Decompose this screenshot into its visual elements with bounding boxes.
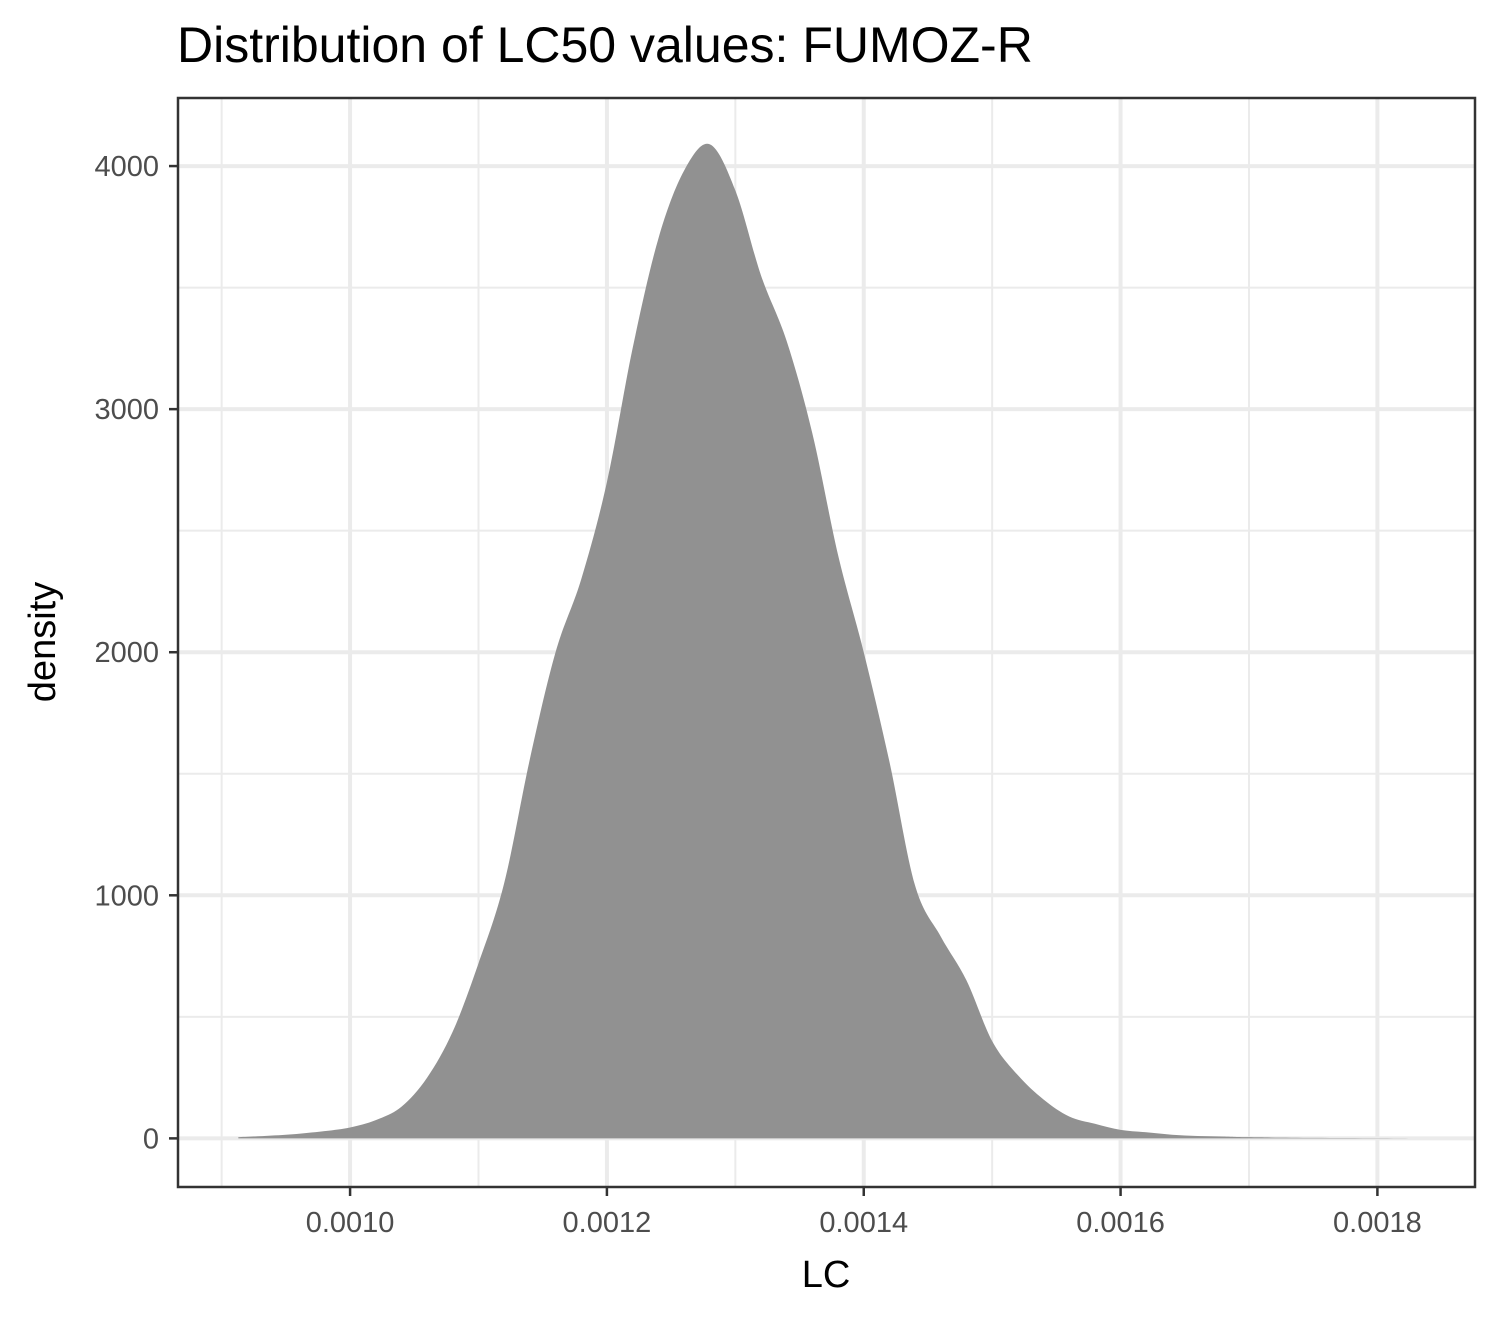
x-axis: 0.0010 0.0012 0.0014 0.0016 0.0018 xyxy=(306,1187,1422,1239)
x-tick-label: 0.0014 xyxy=(819,1207,908,1239)
density-layer xyxy=(238,143,1423,1139)
x-tick-label: 0.0010 xyxy=(306,1207,395,1239)
density-area xyxy=(238,143,1423,1139)
y-axis-title: density xyxy=(22,582,64,702)
x-tick-label: 0.0012 xyxy=(563,1207,652,1239)
panel-border xyxy=(176,96,1477,1189)
y-tick-label: 3000 xyxy=(94,394,159,426)
y-tick-label: 1000 xyxy=(94,880,159,912)
x-tick-label: 0.0016 xyxy=(1076,1207,1165,1239)
chart-title: Distribution of LC50 values: FUMOZ-R xyxy=(177,17,1033,73)
y-axis: 0 1000 2000 3000 4000 xyxy=(94,151,178,1155)
y-tick-label: 2000 xyxy=(94,637,159,669)
y-tick-label: 0 xyxy=(143,1123,159,1155)
y-tick-label: 4000 xyxy=(94,151,159,183)
x-axis-title: LC xyxy=(802,1254,851,1296)
x-tick-label: 0.0018 xyxy=(1333,1207,1422,1239)
